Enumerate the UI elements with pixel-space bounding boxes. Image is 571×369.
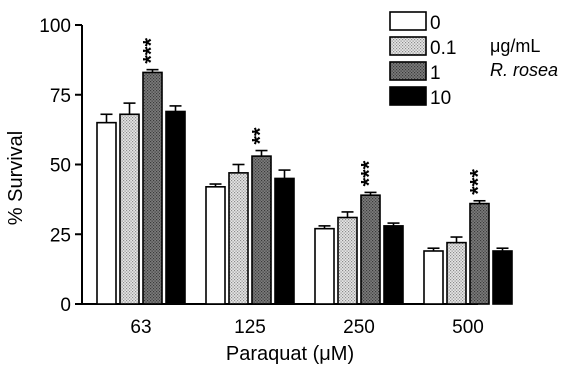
- bar-125-series-0: [205, 186, 226, 305]
- y-tick-label: 50: [50, 156, 71, 177]
- x-axis-title: Paraquat (μM): [226, 343, 354, 365]
- x-tick-labels: 63 125 250 500: [130, 317, 483, 338]
- x-tick-label: 250: [343, 317, 375, 338]
- bar-63-series-0: [96, 121, 117, 305]
- significance-marker: ***: [357, 160, 382, 186]
- x-tick-label: 125: [234, 317, 266, 338]
- bars-group: [96, 68, 513, 305]
- significance-marker: ***: [139, 38, 164, 64]
- y-tick-label: 100: [39, 16, 71, 37]
- bar-500-series-10: [492, 250, 513, 305]
- legend-label: 0: [430, 13, 441, 34]
- legend-swatch-1: [389, 61, 427, 81]
- y-tick-labels: 0 25 50 75 100: [39, 16, 71, 316]
- legend-swatch-0: [389, 11, 427, 31]
- bar-125-series-10: [274, 177, 295, 305]
- bar-63-series-1: [142, 71, 163, 305]
- bar-250-series-0.1: [337, 216, 358, 305]
- bar-250-series-10: [383, 225, 404, 305]
- bar-63-series-0.1: [119, 113, 140, 305]
- y-axis-title: % Survival: [5, 131, 27, 225]
- y-tick-label: 75: [50, 86, 71, 107]
- x-tick-label: 500: [452, 317, 484, 338]
- bar-500-series-0: [423, 250, 444, 305]
- bar-125-series-1: [251, 155, 272, 305]
- significance-marker: **: [248, 127, 273, 145]
- legend: 0 0.1 1 10: [389, 11, 456, 109]
- bar-250-series-0: [314, 227, 335, 305]
- legend-swatch-0.1: [389, 36, 427, 56]
- bar-500-series-0.1: [446, 241, 467, 305]
- legend-note-units: μg/mL: [490, 36, 540, 56]
- legend-swatch-10: [389, 86, 427, 106]
- bar-125-series-0.1: [228, 172, 249, 305]
- bar-63-series-10: [165, 110, 186, 305]
- bar-500-series-1: [469, 202, 490, 305]
- x-tick-label: 63: [130, 317, 151, 338]
- bar-250-series-1: [360, 194, 381, 305]
- legend-label: 0.1: [430, 38, 456, 59]
- y-tick-label: 0: [60, 295, 71, 316]
- legend-label: 10: [430, 88, 451, 109]
- legend-label: 1: [430, 63, 441, 84]
- significance-markers: ******** ***: [139, 38, 491, 195]
- significance-marker: ***: [466, 169, 491, 195]
- y-tick-label: 25: [50, 225, 71, 246]
- legend-note-species: R. rosea: [490, 60, 558, 80]
